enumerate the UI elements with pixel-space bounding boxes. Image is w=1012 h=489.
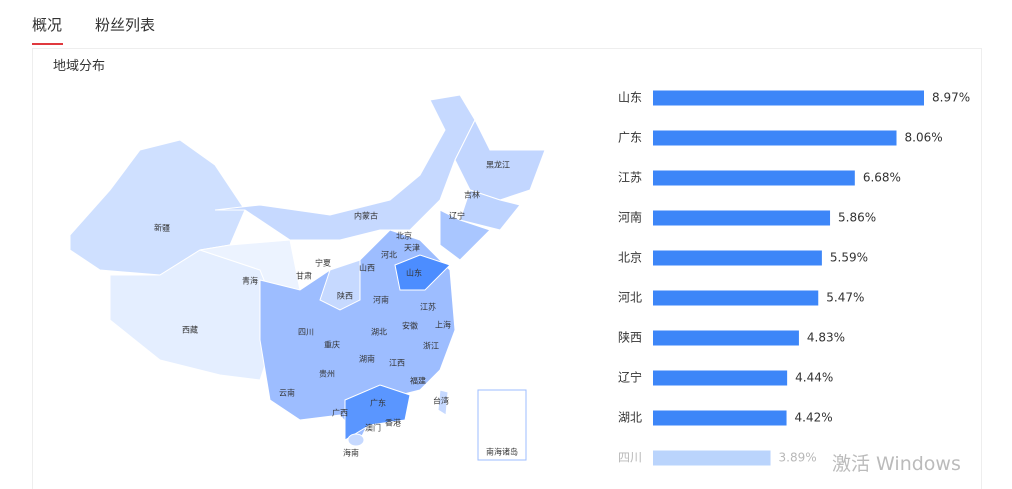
map-label: 香港 — [385, 418, 401, 428]
bar-row: 广东 8.06% — [618, 130, 943, 146]
map-region — [439, 209, 491, 261]
map-label: 内蒙古 — [354, 211, 378, 221]
bar — [653, 450, 771, 466]
map-label: 四川 — [298, 328, 314, 337]
map-region — [319, 259, 361, 311]
card-title: 地域分布 — [53, 59, 106, 74]
bar-row: 北京 5.59% — [618, 250, 868, 266]
category-label: 河南 — [618, 210, 642, 225]
page: 概况 粉丝列表 地域分布 黑龙江 吉林 辽宁 内蒙古 新疆 青海 西藏 甘肃 宁夏 山西 河北 北京天… — [32, 16, 982, 489]
map-label: 吉林 — [464, 190, 480, 200]
map — [69, 94, 546, 461]
map-label: 浙江 — [423, 341, 439, 351]
bar-row: 湖北 4.42% — [618, 410, 833, 426]
map-label: 福建 — [410, 376, 426, 386]
value-label: 4.44% — [795, 371, 833, 385]
category-label: 陕西 — [618, 330, 642, 345]
map-label: 甘肃 — [296, 271, 312, 281]
bar — [653, 130, 897, 146]
category-label: 山东 — [618, 91, 642, 105]
map-label: 山西 — [359, 263, 375, 273]
map-label: 陕西 — [337, 291, 353, 301]
bar-row: 山东 8.97% — [618, 90, 970, 106]
map-label: 贵州 — [319, 369, 335, 379]
watermark: 激活 Windows — [832, 453, 961, 475]
tab-overview[interactable]: 概况 — [32, 16, 63, 34]
category-label: 江苏 — [618, 171, 642, 185]
map-label: 青海 — [242, 276, 258, 286]
map-label: 河南 — [373, 295, 389, 305]
map-label: 澳门 — [365, 423, 381, 433]
bar — [653, 290, 819, 306]
value-label: 5.86% — [838, 211, 876, 225]
map-label: 湖南 — [359, 354, 375, 364]
map-region — [347, 433, 365, 447]
map-label: 宁夏 — [315, 258, 331, 268]
bar-row: 河北 5.47% — [618, 290, 864, 306]
category-label: 广东 — [618, 131, 642, 145]
bar — [653, 330, 799, 346]
value-label: 8.06% — [905, 131, 943, 145]
map-label: 天津 — [404, 243, 420, 253]
map-label: 河北 — [381, 250, 397, 260]
map-region — [69, 139, 246, 276]
card: 地域分布 — [32, 48, 982, 489]
map-label: 湖北 — [371, 328, 387, 337]
map-label: 重庆 — [324, 340, 340, 350]
category-label: 河北 — [618, 291, 642, 305]
value-label: 6.68% — [863, 171, 901, 185]
bar-row: 陕西 4.83% — [618, 330, 845, 346]
map-label: 云南 — [279, 388, 295, 398]
value-label: 8.97% — [932, 91, 970, 105]
value-label: 4.42% — [795, 411, 833, 425]
map-label: 安徽 — [402, 321, 418, 331]
map-region — [437, 389, 449, 416]
category-label: 辽宁 — [618, 370, 642, 385]
map-label: 江苏 — [420, 302, 436, 312]
bar-row: 江苏 6.68% — [618, 170, 901, 186]
bar — [653, 370, 788, 386]
map-label: 广西 — [332, 408, 348, 418]
map-label: 南海诸岛 — [486, 447, 518, 457]
map-label: 辽宁 — [449, 211, 465, 221]
map-label: 广东 — [370, 398, 386, 408]
map-label: 山东 — [406, 268, 422, 278]
map-region — [344, 384, 411, 441]
bar — [653, 410, 787, 426]
bar-row: 河南 5.86% — [618, 210, 876, 226]
value-label: 4.83% — [807, 331, 845, 345]
category-label: 湖北 — [618, 410, 642, 425]
bar — [653, 90, 924, 106]
tab-fans[interactable]: 粉丝列表 — [95, 16, 156, 34]
value-label: 5.59% — [830, 251, 868, 265]
map-label: 西藏 — [182, 325, 198, 335]
map-label: 台湾 — [433, 396, 449, 406]
map-region — [394, 254, 451, 291]
bar — [653, 250, 822, 266]
map-label: 新疆 — [154, 223, 170, 233]
map-label: 黑龙江 — [486, 160, 510, 170]
category-label: 四川 — [618, 451, 642, 465]
value-label: 5.47% — [826, 291, 864, 305]
map-label: 北京 — [396, 231, 412, 241]
map-label: 海南 — [343, 448, 359, 458]
bar — [653, 210, 831, 226]
value-label: 3.89% — [779, 451, 817, 465]
map-region — [214, 94, 476, 241]
map-label: 上海 — [435, 320, 451, 330]
bar-row: 辽宁 4.44% — [618, 370, 833, 386]
map-inset — [477, 389, 527, 461]
tab-underline — [32, 43, 63, 45]
bar-row: 四川 3.89% — [618, 450, 817, 466]
map-label: 江西 — [389, 359, 405, 368]
map-region — [459, 189, 521, 231]
bar — [653, 170, 855, 186]
category-label: 北京 — [618, 251, 642, 265]
